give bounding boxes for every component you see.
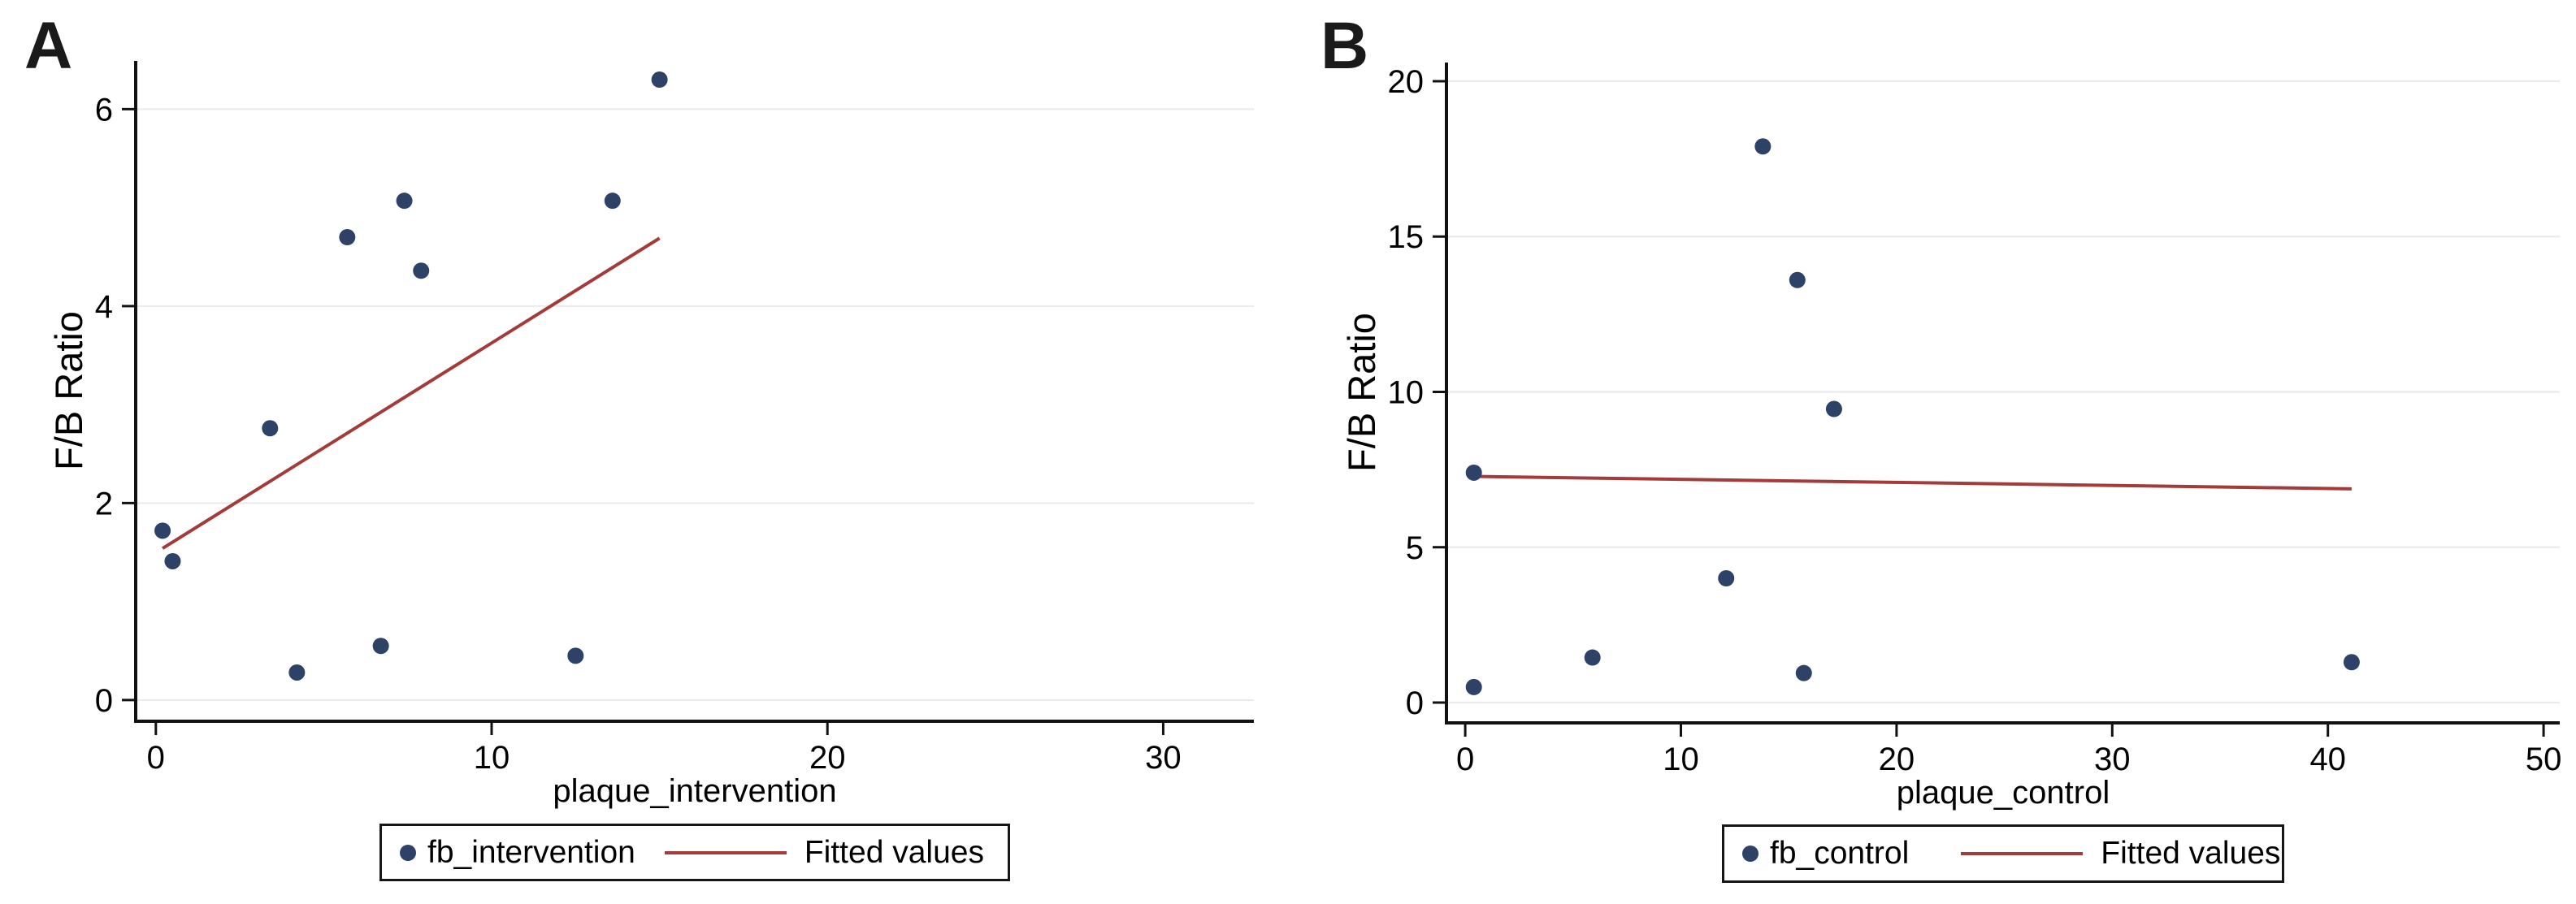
- y-tick-label: 2: [95, 486, 113, 521]
- scatter-point: [2343, 654, 2360, 671]
- x-tick-label: 20: [809, 740, 846, 776]
- x-tick-label: 0: [1456, 742, 1474, 777]
- legend-scatter-marker-icon: [400, 844, 416, 861]
- scatter-point: [1465, 464, 1482, 481]
- scatter-point: [604, 192, 621, 210]
- scatter-point: [1825, 400, 1842, 417]
- panel-b: 0 5 10 15 20 0 10 20 30 40 50: [1388, 63, 2562, 777]
- scatter-point: [262, 420, 279, 437]
- x-tick-label: 40: [2309, 742, 2346, 777]
- legend-fitline-swatch-icon: [1961, 852, 2084, 855]
- legend-scatter-marker-icon: [1742, 846, 1759, 862]
- panel-b-label: B: [1321, 9, 1369, 83]
- panel-b-legend: fb_control Fitted values: [1722, 824, 2284, 883]
- x-tick-label: 20: [1879, 742, 1915, 777]
- y-tick-label: 15: [1388, 219, 1425, 255]
- panel-a-label: A: [24, 9, 73, 83]
- x-tick-label: 10: [474, 740, 510, 776]
- panel-a-x-axis-title: plaque_intervention: [553, 773, 837, 809]
- scatter-point: [651, 71, 668, 89]
- panel-a-legend: fb_intervention Fitted values: [379, 824, 1010, 881]
- scatter-point: [154, 522, 171, 539]
- legend-fitline-label: Fitted values: [804, 834, 984, 870]
- fitted-line: [1472, 474, 2352, 491]
- legend-scatter-label: fb_intervention: [427, 834, 635, 870]
- scatter-point: [1789, 271, 1806, 288]
- legend-scatter-label: fb_control: [1770, 836, 1910, 871]
- y-tick-label: 10: [1388, 374, 1425, 410]
- y-tick-label: 0: [1406, 686, 1424, 721]
- scatter-point: [1584, 649, 1601, 666]
- x-tick-label: 30: [1145, 740, 1182, 776]
- scatter-point: [339, 229, 356, 246]
- scatter-point: [288, 664, 306, 681]
- panel-b-y-axis-title: F/B Ratio: [1340, 313, 1383, 472]
- scatter-point: [164, 552, 181, 569]
- panel-a: 0 2 4 6 0 10 20 30: [95, 61, 1254, 776]
- scatter-point: [567, 647, 584, 664]
- y-tick-label: 20: [1388, 64, 1425, 100]
- legend-fitline-swatch-icon: [664, 850, 787, 854]
- scatter-point: [396, 192, 413, 210]
- y-tick-label: 4: [95, 289, 113, 325]
- y-tick-label: 5: [1406, 530, 1424, 566]
- x-tick-label: 30: [2094, 742, 2131, 777]
- scatter-point: [1465, 678, 1482, 695]
- scatter-point: [1754, 138, 1772, 155]
- scatter-point: [413, 262, 430, 279]
- y-tick-label: 6: [95, 92, 113, 128]
- x-tick-label: 50: [2526, 742, 2562, 777]
- panel-a-y-axis-title: F/B Ratio: [47, 311, 90, 470]
- scatter-point: [372, 638, 389, 655]
- x-tick-label: 10: [1663, 742, 1699, 777]
- scatter-point: [1795, 664, 1812, 681]
- fitted-line: [161, 236, 661, 550]
- legend-fitline-label: Fitted values: [2101, 836, 2281, 871]
- scatter-point: [1718, 570, 1735, 587]
- y-tick-label: 0: [95, 683, 113, 719]
- panel-b-x-axis-title: plaque_control: [1896, 775, 2110, 811]
- x-tick-label: 0: [147, 740, 165, 776]
